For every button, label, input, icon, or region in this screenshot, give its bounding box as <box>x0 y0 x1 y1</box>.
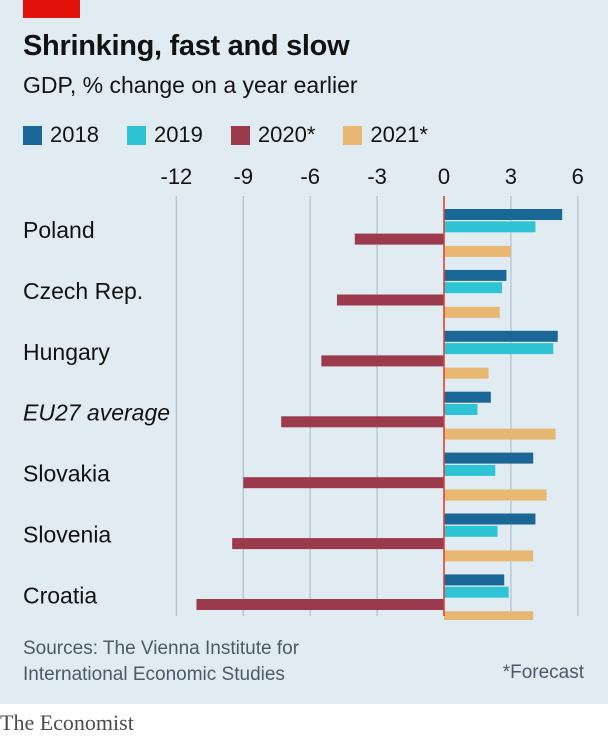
bar-2020-eu27-average <box>281 416 444 428</box>
legend-item-2019: 2019 <box>126 122 203 148</box>
bar-2021-hungary <box>444 367 489 379</box>
legend-item-2020: 2020* <box>230 122 316 148</box>
economist-logo-text: The Economist <box>0 710 134 735</box>
bar-2018-czech-rep- <box>444 269 507 281</box>
legend-label-2018: 2018 <box>50 122 99 147</box>
bar-2021-czech-rep- <box>444 306 500 318</box>
bar-2021-slovakia <box>444 489 547 501</box>
x-tick-label: 6 <box>572 164 584 189</box>
bar-2020-croatia <box>196 599 444 610</box>
legend-swatch-2020 <box>230 125 250 145</box>
legend-swatch-2021 <box>343 125 363 145</box>
bar-2020-czech-rep- <box>336 294 444 306</box>
bar-2018-hungary <box>444 330 558 342</box>
chart-subtitle: GDP, % change on a year earlier <box>23 72 358 98</box>
x-tick-label: -3 <box>367 164 387 189</box>
bar-2018-eu27-average <box>444 391 491 403</box>
legend-item-2018: 2018 <box>23 122 99 148</box>
legend: 2018 2019 2020* 2021* <box>23 122 456 148</box>
chart-panel: Shrinking, fast and slow GDP, % change o… <box>0 0 608 704</box>
category-label: Slovakia <box>23 461 110 487</box>
bar-2018-slovakia <box>444 452 534 464</box>
bar-2019-croatia <box>444 586 509 598</box>
x-tick-label: 3 <box>505 164 517 189</box>
source-line-1: Sources: The Vienna Institute for <box>23 638 300 659</box>
brand-red-bar <box>23 0 80 18</box>
legend-item-2021: 2021* <box>343 122 428 148</box>
forecast-footnote: *Forecast <box>502 662 584 683</box>
bar-2019-hungary <box>444 343 554 355</box>
bar-2021-poland <box>444 245 511 257</box>
bar-2021-croatia <box>444 611 534 620</box>
chart-title: Shrinking, fast and slow <box>23 30 350 62</box>
category-label: EU27 average <box>23 400 170 426</box>
legend-swatch-2019 <box>126 125 146 145</box>
category-label: Croatia <box>23 582 97 608</box>
source-note: Sources: The Vienna Institute for Intern… <box>23 636 299 688</box>
category-label: Czech Rep. <box>23 278 143 304</box>
bar-2019-poland <box>444 221 536 233</box>
legend-label-2021: 2021* <box>370 122 428 147</box>
category-label: Hungary <box>23 339 110 365</box>
bar-2019-czech-rep- <box>444 282 502 294</box>
bar-2019-slovakia <box>444 464 496 476</box>
bar-2020-slovakia <box>243 477 444 489</box>
bar-2018-slovenia <box>444 513 536 525</box>
x-tick-label: 0 <box>438 164 450 189</box>
x-tick-label: -6 <box>300 164 320 189</box>
x-tick-label: -12 <box>161 164 193 189</box>
bar-2019-eu27-average <box>444 404 478 415</box>
source-line-2: International Economic Studies <box>23 664 285 685</box>
bar-2021-slovenia <box>444 550 534 562</box>
bar-2020-hungary <box>321 355 444 367</box>
bar-2019-slovenia <box>444 525 498 537</box>
bar-2018-poland <box>444 209 563 220</box>
category-label: Slovenia <box>23 522 111 548</box>
legend-label-2020: 2020* <box>257 122 316 147</box>
bar-2020-poland <box>354 233 444 245</box>
legend-swatch-2018 <box>23 125 42 145</box>
bar-2021-eu27-average <box>444 428 556 440</box>
legend-label-2019: 2019 <box>153 122 203 147</box>
bar-2020-slovenia <box>232 538 444 550</box>
x-tick-label: -9 <box>234 164 254 189</box>
bar-2018-croatia <box>444 574 505 586</box>
bar-chart: -12 -9 -6 -3 0 3 6 Poland Czech Rep. Hungary EU27 … <box>23 164 584 620</box>
category-label: Poland <box>23 217 95 243</box>
